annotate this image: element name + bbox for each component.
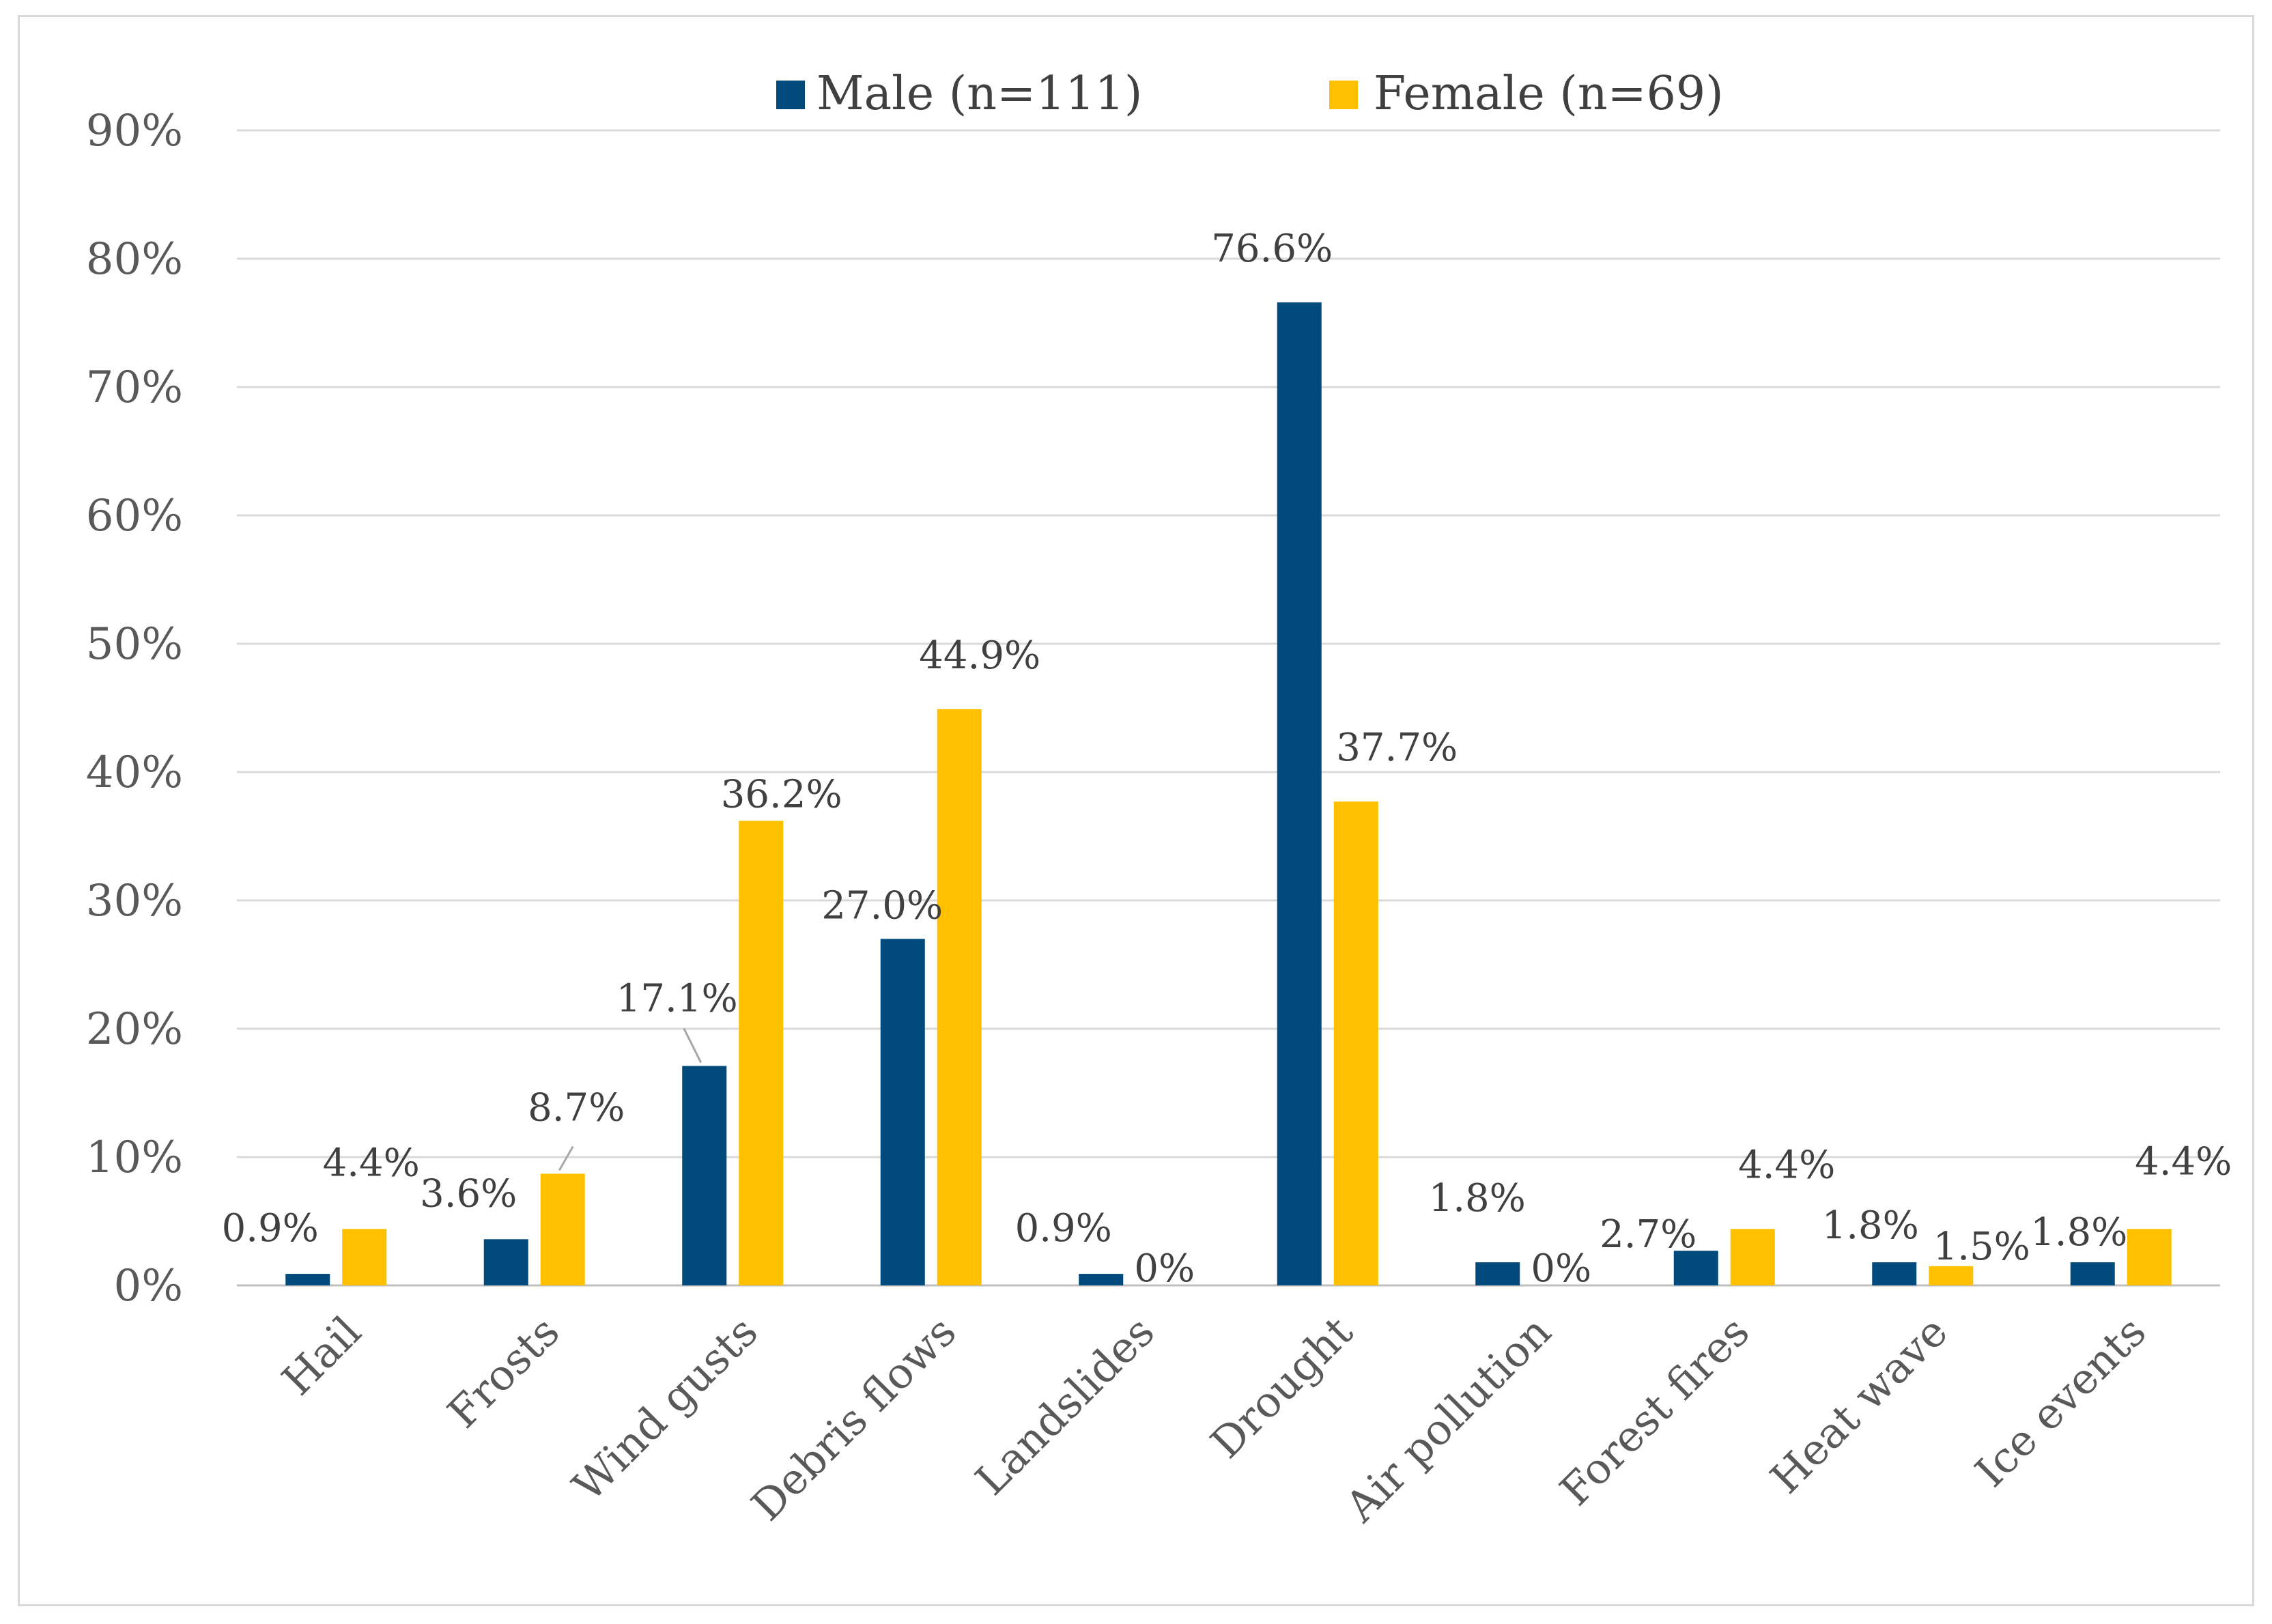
- y-tick-label: 70%: [86, 362, 183, 413]
- x-tick-label: Debris flows: [742, 1307, 966, 1530]
- x-tick-label: Ice events: [1965, 1307, 2155, 1496]
- x-tick-label: Air pollution: [1335, 1307, 1561, 1532]
- data-label-female: 8.7%: [528, 1085, 625, 1130]
- data-label-male: 27.0%: [821, 883, 943, 928]
- bar-male: [1277, 302, 1322, 1285]
- y-tick-label: 30%: [86, 876, 183, 926]
- legend[interactable]: Male (n=111) Female (n=69): [776, 67, 1724, 121]
- data-label-male: 1.8%: [2030, 1210, 2127, 1255]
- bar-male: [1673, 1251, 1718, 1285]
- leader-line: [683, 1027, 702, 1064]
- bar-male: [483, 1239, 528, 1285]
- legend-label-female: Female (n=69): [1374, 67, 1724, 121]
- data-label-female: 4.4%: [323, 1141, 420, 1185]
- y-tick-label: 10%: [86, 1132, 183, 1183]
- leader-lines: [558, 1027, 702, 1171]
- bar-male: [2070, 1262, 2115, 1285]
- chart-frame: [18, 15, 2254, 1606]
- x-tick-label: Landslides: [966, 1307, 1164, 1505]
- bar-male: [1475, 1262, 1520, 1285]
- data-label-female: 0%: [1134, 1247, 1195, 1291]
- bars: [285, 302, 2172, 1285]
- data-label-male: 3.6%: [420, 1171, 517, 1216]
- data-label-male: 0.9%: [1015, 1206, 1112, 1251]
- bar-male: [1872, 1262, 1917, 1285]
- legend-swatch-male: [776, 81, 805, 109]
- data-label-female: 1.5%: [1933, 1225, 2030, 1269]
- data-label-female: 44.9%: [919, 633, 1040, 678]
- x-tick-label: Wind gusts: [563, 1307, 767, 1511]
- bar-female: [342, 1229, 387, 1285]
- bar-female: [1333, 801, 1378, 1285]
- x-tick-label: Hail: [272, 1307, 371, 1405]
- bar-female: [540, 1173, 585, 1285]
- data-label-male: 1.8%: [1822, 1203, 1919, 1248]
- y-tick-label: 20%: [86, 1004, 183, 1055]
- data-label-female: 36.2%: [721, 772, 842, 816]
- y-tick-label: 60%: [86, 491, 183, 541]
- data-label-female: 4.4%: [2135, 1139, 2232, 1184]
- x-tick-label: Forest fires: [1550, 1307, 1759, 1515]
- y-tick-label: 80%: [86, 234, 183, 285]
- x-tick-label: Drought: [1201, 1307, 1362, 1468]
- bar-male: [1079, 1274, 1124, 1285]
- data-label-female: 0%: [1531, 1247, 1591, 1291]
- data-labels: 0.9%4.4%3.6%8.7%17.1%36.2%27.0%44.9%0.9%…: [222, 227, 2232, 1291]
- bar-male: [880, 939, 925, 1285]
- y-tick-label: 90%: [86, 106, 183, 156]
- bar-male: [682, 1066, 727, 1285]
- data-label-male: 0.9%: [222, 1206, 319, 1251]
- data-label-female: 37.7%: [1336, 726, 1458, 770]
- data-label-male: 17.1%: [616, 977, 738, 1021]
- y-tick-label: 0%: [113, 1261, 183, 1311]
- bar-female: [2127, 1229, 2172, 1285]
- data-label-male: 1.8%: [1429, 1176, 1526, 1221]
- y-tick-label: 50%: [86, 619, 183, 670]
- x-tick-label: Frosts: [438, 1307, 569, 1438]
- bar-female: [937, 709, 982, 1285]
- legend-swatch-female: [1329, 81, 1358, 109]
- data-label-female: 4.4%: [1738, 1143, 1835, 1187]
- bar-female: [1730, 1229, 1775, 1285]
- legend-label-male: Male (n=111): [816, 67, 1142, 121]
- bar-male: [285, 1274, 330, 1285]
- y-tick-label: 40%: [86, 747, 183, 798]
- x-tick-label: Heat wave: [1761, 1307, 1957, 1503]
- bar-female: [1929, 1266, 1974, 1285]
- y-axis: 0% 10% 20% 30% 40% 50% 60% 70% 80% 90%: [86, 106, 183, 1311]
- bar-female: [739, 821, 784, 1285]
- leader-line: [558, 1145, 574, 1171]
- data-label-male: 2.7%: [1600, 1212, 1696, 1257]
- data-label-male: 76.6%: [1211, 227, 1333, 271]
